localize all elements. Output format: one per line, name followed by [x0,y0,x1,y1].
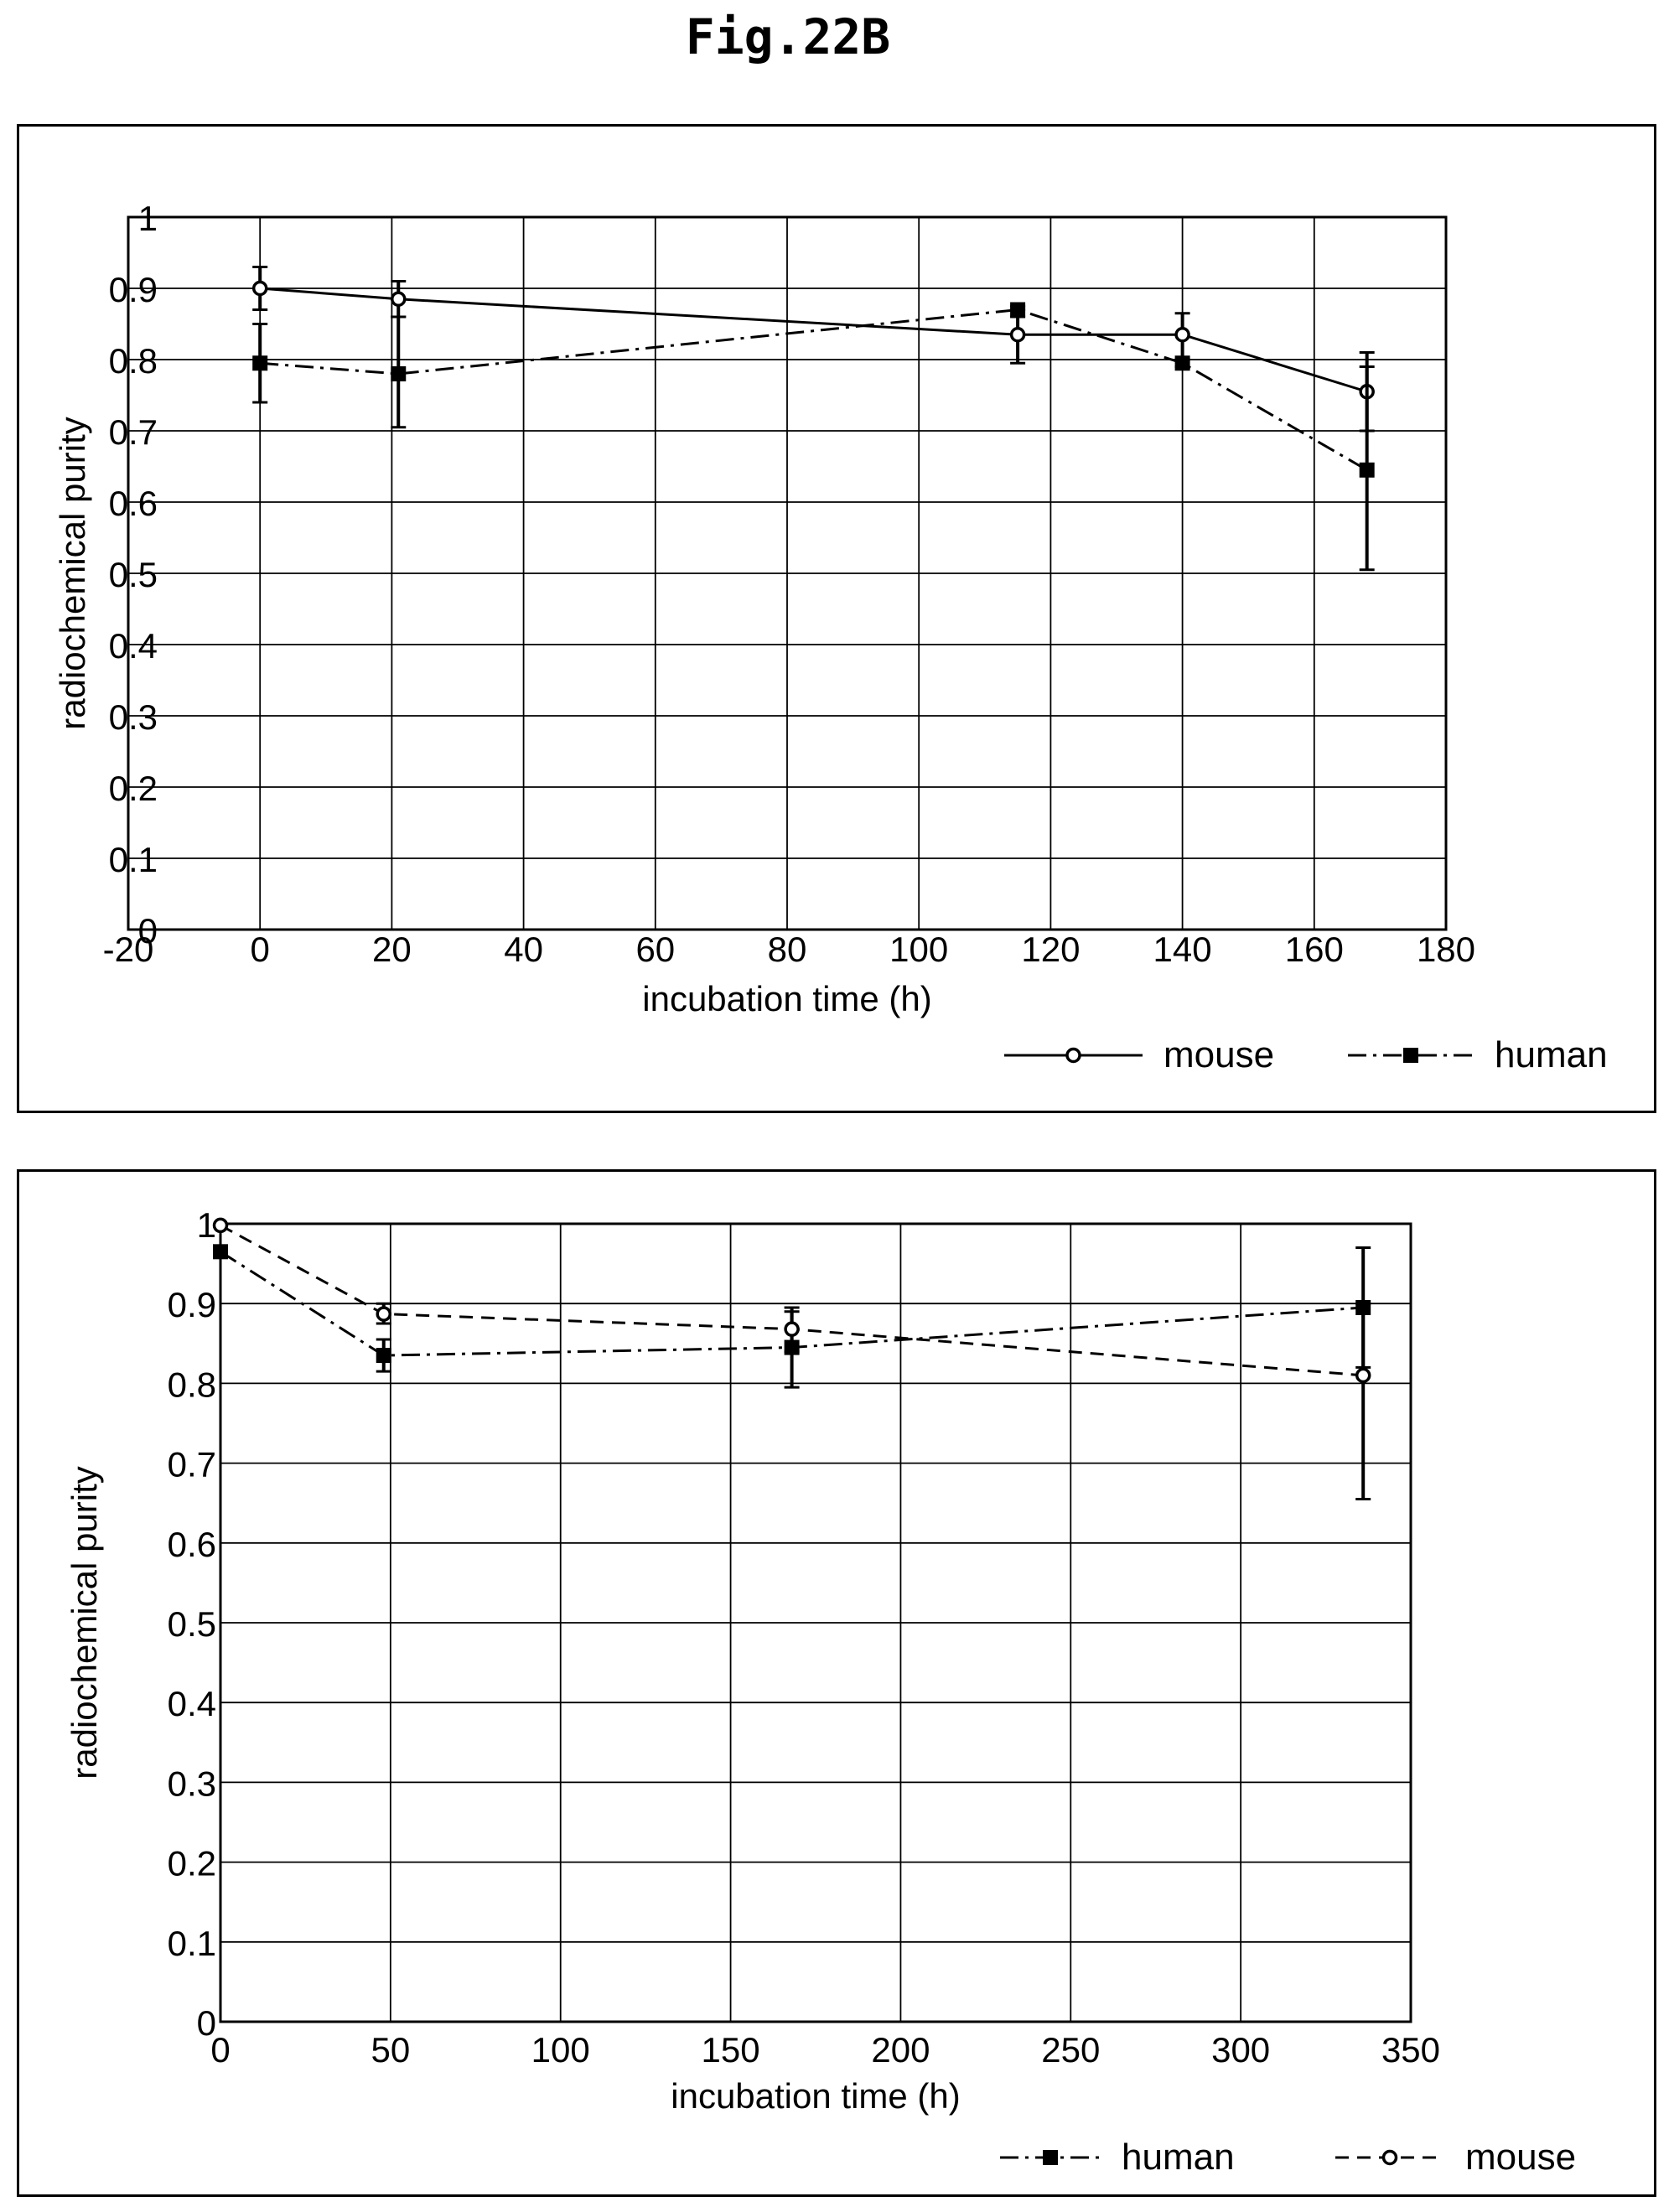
chart-1-y-tick-label: 0.2 [168,1844,216,1883]
chart-0-x-tick-label: -20 [103,930,154,969]
chart-1-series-human-point [376,1348,391,1364]
chart-0-series-human-point [1174,355,1190,371]
chart-1-y-tick-label: 0.3 [168,1764,216,1803]
chart-0-series-human-line [260,308,1368,472]
chart-0-y-tick-label: 0 [138,911,158,951]
chart-0-x-tick-label: 160 [1285,930,1344,969]
chart-1-x-tick-label: 350 [1381,2030,1440,2070]
chart-0-x-tick-label: 0 [251,930,270,969]
chart-0-series-mouse-point [1174,327,1190,343]
chart-1-series-mouse-point [784,1321,800,1337]
chart-panel-top: 0 0.1 0.2 0.3 0.4 0.5 0.6 0.7 0.8 0.9 1 -20 0 20 40 60 8… [17,124,1656,1113]
chart-top-svg: 00.10.20.30.40.50.60.70.80.91-20 0 20 40 60 8… [53,199,1608,1075]
chart-0-series-human-point [391,366,407,381]
chart-bottom-svg: 0 0.1 0.2 0.3 0.4 0.5 0.6 0.7 0.8 0.9 1 0 50 100 150 20… [65,1205,1576,2178]
chart-1-y-tick-label: 0 [197,2003,216,2043]
chart-1-x-tick-label: 250 [1041,2030,1100,2070]
chart-0-y-tick-label: 0.6 [109,484,158,523]
chart-1-x-tick-label: 100 [531,2030,590,2070]
chart-0-y-tick-label: 0.7 [109,412,158,452]
chart-1-y-tick-label: 0.5 [168,1604,216,1644]
chart-0-x-tick-label: 100 [889,930,948,969]
chart-0-x-tick-label: 60 [635,930,675,969]
chart-1-x-tick-label: 200 [871,2030,930,2070]
chart-0-y-tick-label: 0.2 [109,769,158,808]
chart-0-y-tick-label: 0.9 [109,270,158,309]
chart-0-y-axis-title: radiochemical purity [53,417,92,730]
figure-title: Fig.22B [685,8,891,65]
chart-1-series-mouse-point [1355,1367,1371,1384]
chart-0-legend-mouse-marker [1065,1047,1081,1064]
chart-0-series-human-point [1010,302,1026,318]
chart-0-series-mouse-line [260,287,1368,393]
chart-0-series-mouse-point [251,280,268,297]
chart-0-x-tick-label: 120 [1021,930,1080,969]
chart-0-x-axis-title: incubation time (h) [642,979,932,1018]
chart-0-x-tick-label: 180 [1417,930,1475,969]
chart-1-x-tick-label: 0 [210,2030,230,2070]
chart-1-series-human-point [213,1244,228,1260]
chart-1-y-tick-label: 0.4 [168,1684,216,1723]
chart-0-y-tick-label: 0.4 [109,626,158,666]
chart-0-y-tick-label: 0.5 [109,555,158,594]
chart-1-series-mouse-line [220,1224,1364,1377]
chart-1-x-tick-label: 150 [702,2030,760,2070]
chart-1-y-tick-label: 0.8 [168,1365,216,1404]
chart-1-y-axis-title: radiochemical purity [65,1466,104,1779]
chart-1-legend-mouse-label: mouse [1465,2137,1576,2178]
chart-1-series-mouse-point [376,1306,391,1322]
chart-0-y-tick-label: 0.3 [109,697,158,737]
chart-1-y-tick-label: 0.6 [168,1525,216,1564]
chart-0-series-mouse-point [391,291,407,307]
chart-0-legend-human-label: human [1495,1034,1608,1075]
chart-0-y-tick-label: 1 [138,199,158,238]
chart-1-legend-human-marker [1043,2150,1058,2165]
chart-0-series-mouse-point [1009,327,1026,343]
chart-0-y-tick-label: 0.8 [109,341,158,381]
chart-0-x-tick-label: 40 [504,930,543,969]
chart-1-y-tick-label: 0.1 [168,1924,216,1963]
chart-1-series-human-line [220,1251,1364,1357]
chart-panel-bottom: 0 0.1 0.2 0.3 0.4 0.5 0.6 0.7 0.8 0.9 1 0 50 100 150 20… [17,1169,1656,2197]
chart-0-x-tick-label: 20 [372,930,412,969]
chart-0-legend-mouse-label: mouse [1164,1034,1274,1075]
chart-0-y-tick-label: 0.1 [109,840,158,879]
chart-0-x-tick-label: 80 [768,930,807,969]
chart-1-y-tick-label: 1 [197,1205,216,1245]
chart-0-legend-human-marker [1403,1048,1418,1063]
chart-1-series-mouse-point [212,1217,229,1234]
chart-1-y-tick-label: 0.7 [168,1445,216,1484]
chart-1-x-axis-title: incubation time (h) [671,2076,961,2116]
chart-1-x-tick-label: 300 [1211,2030,1270,2070]
chart-0-series-human-point [252,355,268,371]
chart-0-x-tick-label: 140 [1153,930,1212,969]
chart-1-y-tick-label: 0.9 [168,1285,216,1324]
chart-1-x-tick-label: 50 [371,2030,410,2070]
chart-1-legend-human-label: human [1122,2137,1235,2178]
chart-1-legend-mouse-marker [1381,2149,1398,2166]
chart-0-series-human-point [1359,462,1375,478]
